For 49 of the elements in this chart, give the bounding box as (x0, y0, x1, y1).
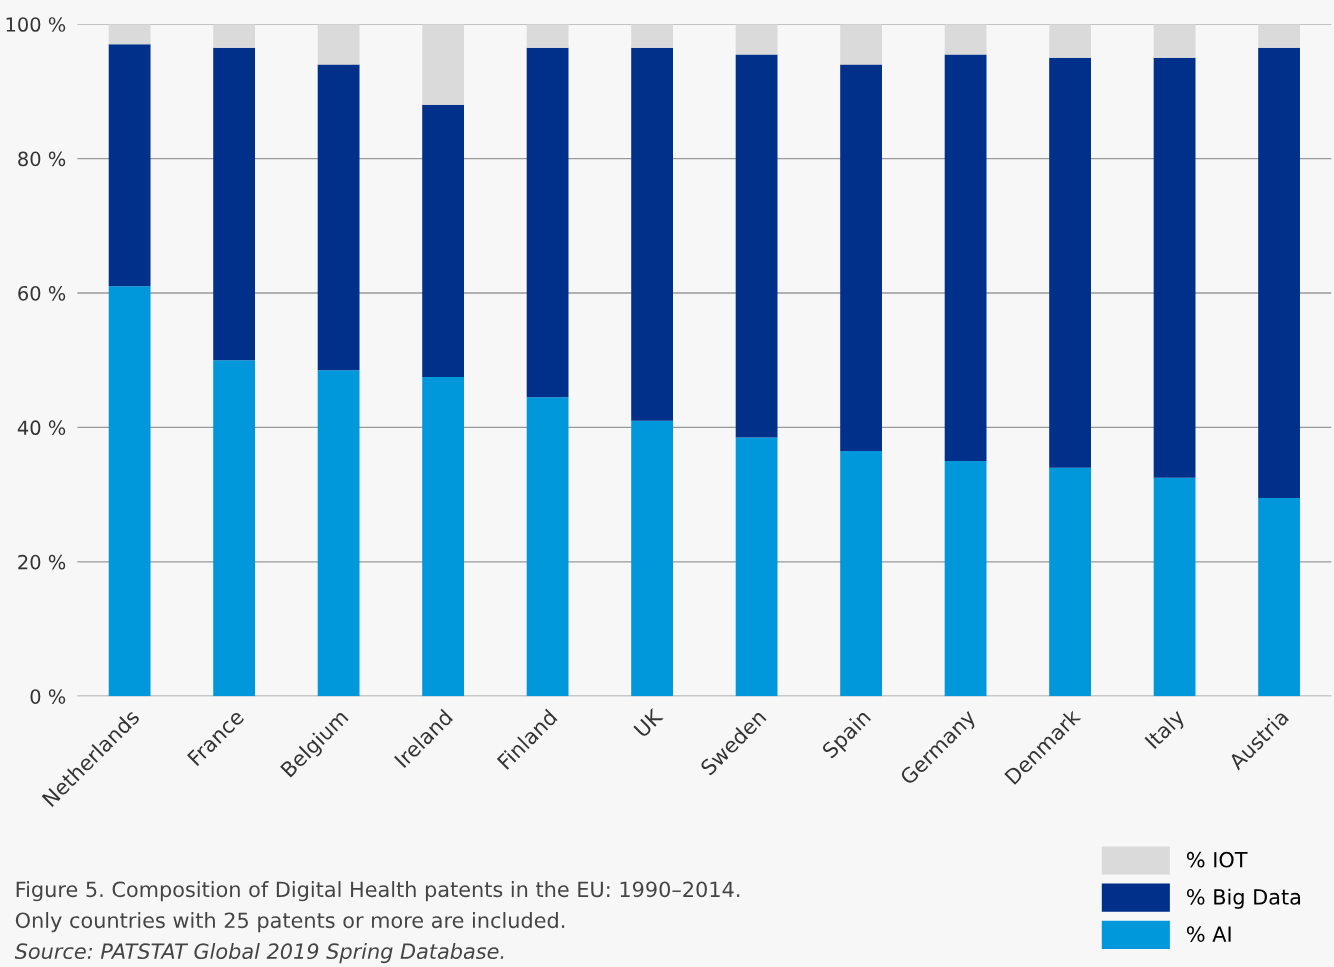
bar (317, 64, 360, 371)
bar (840, 24, 882, 65)
x-tick-label: UK (633, 707, 664, 738)
bar (944, 24, 987, 55)
bar (944, 461, 987, 697)
bar (1258, 47, 1300, 498)
legend-label: % Big Data (1186, 888, 1301, 909)
bar (213, 47, 256, 361)
bar (735, 54, 778, 438)
bar (213, 360, 256, 697)
bar (422, 24, 465, 105)
text: Only countries with 25 patents or more are included. (15, 912, 565, 933)
bar (631, 24, 673, 48)
bar (735, 24, 778, 55)
bar (108, 286, 151, 697)
bar (944, 54, 987, 462)
y-tick-label: 20 % (18, 554, 66, 570)
bar (526, 397, 569, 697)
bar (526, 47, 569, 398)
bar (108, 24, 151, 45)
bar (1153, 477, 1196, 697)
bar (108, 44, 151, 287)
bar (1258, 24, 1300, 48)
bar (1049, 24, 1091, 58)
bar (840, 64, 882, 451)
caption: Figure 5. Composition of Digital Health patents in the EU: 1990–2014. (16, 881, 740, 902)
bar (1258, 497, 1300, 697)
bar (317, 370, 360, 697)
y-tick-label: 100 % (6, 17, 66, 32)
bar (317, 24, 360, 65)
y-tick-label: 80 % (18, 151, 66, 167)
bar (631, 47, 673, 421)
bar (422, 377, 465, 697)
bar (1153, 57, 1196, 478)
bar (1049, 467, 1091, 697)
legend-label: % IOT (1186, 851, 1248, 868)
bar (735, 437, 778, 697)
bar (840, 450, 882, 697)
bar (526, 24, 569, 48)
bar (1153, 24, 1196, 58)
bar (1049, 57, 1091, 468)
y-tick-label: 0 % (30, 689, 66, 704)
bar (213, 24, 256, 48)
legend-label: % AI (1186, 926, 1231, 942)
y-tick-label: 60 % (18, 285, 66, 301)
bar (631, 420, 673, 697)
bar (422, 104, 465, 378)
y-tick-label: 40 % (17, 420, 66, 436)
source-note: Source: PATSTAT Global 2019 Spring Database. (14, 942, 504, 964)
